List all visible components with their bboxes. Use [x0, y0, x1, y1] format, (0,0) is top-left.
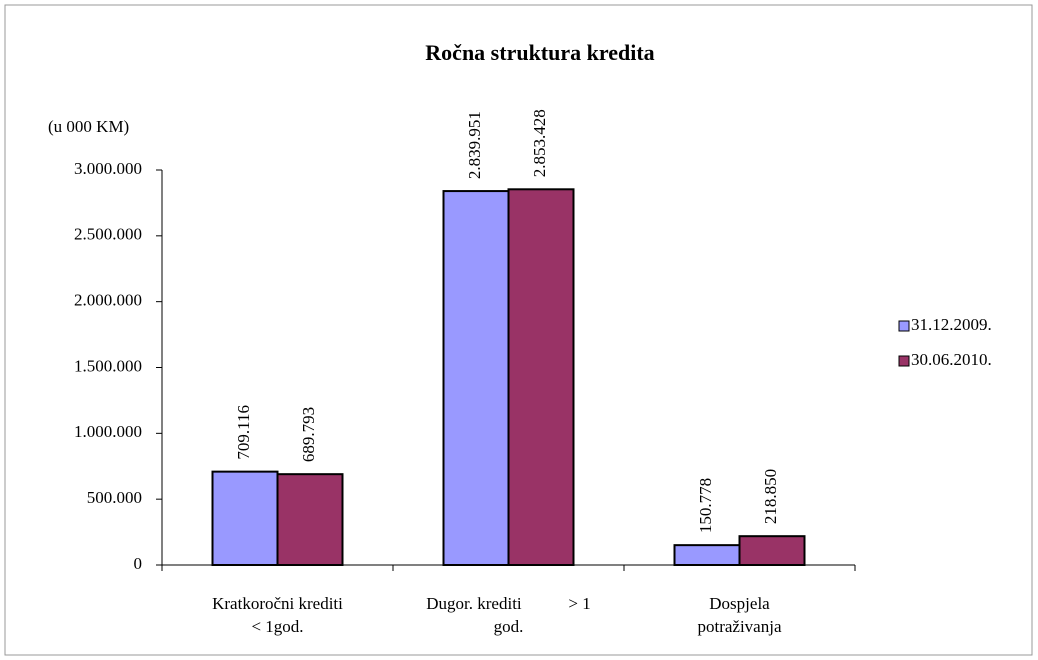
bar: [211, 470, 279, 566]
bar: [442, 190, 510, 566]
y-tick-label: 1.000.000: [74, 422, 142, 441]
x-tick-label: god.: [494, 617, 524, 636]
legend-swatch: [898, 320, 910, 332]
x-tick-label: < 1god.: [251, 617, 303, 636]
x-tick-label: Dospjela: [709, 594, 770, 613]
y-tick-label: 1.500.000: [74, 356, 142, 375]
y-tick-label: 2.000.000: [74, 291, 142, 310]
chart-title: Ročna struktura kredita: [425, 40, 654, 65]
data-label: 218.850: [761, 469, 780, 524]
data-label: 2.853.428: [530, 109, 549, 177]
x-tick-label: potraživanja: [697, 617, 781, 636]
legend-swatch: [898, 355, 910, 367]
y-axis-label: (u 000 KM): [48, 117, 129, 136]
bar: [276, 473, 344, 566]
y-tick-label: 500.000: [87, 488, 142, 507]
bar: [673, 544, 741, 567]
x-tick-label: Dugor. krediti > 1: [426, 594, 590, 613]
data-label: 150.778: [696, 478, 715, 533]
legend-label: 30.06.2010.: [911, 350, 992, 369]
y-tick-label: 3.000.000: [74, 159, 142, 178]
y-tick-label: 0: [134, 554, 143, 573]
legend-label: 31.12.2009.: [911, 315, 992, 334]
x-tick-label: Kratkoročni krediti: [212, 594, 343, 613]
data-label: 709.116: [234, 405, 253, 460]
data-label: 689.793: [299, 407, 318, 462]
y-tick-label: 2.500.000: [74, 225, 142, 244]
data-label: 2.839.951: [465, 111, 484, 179]
bar: [507, 188, 575, 566]
bar: [738, 535, 806, 567]
